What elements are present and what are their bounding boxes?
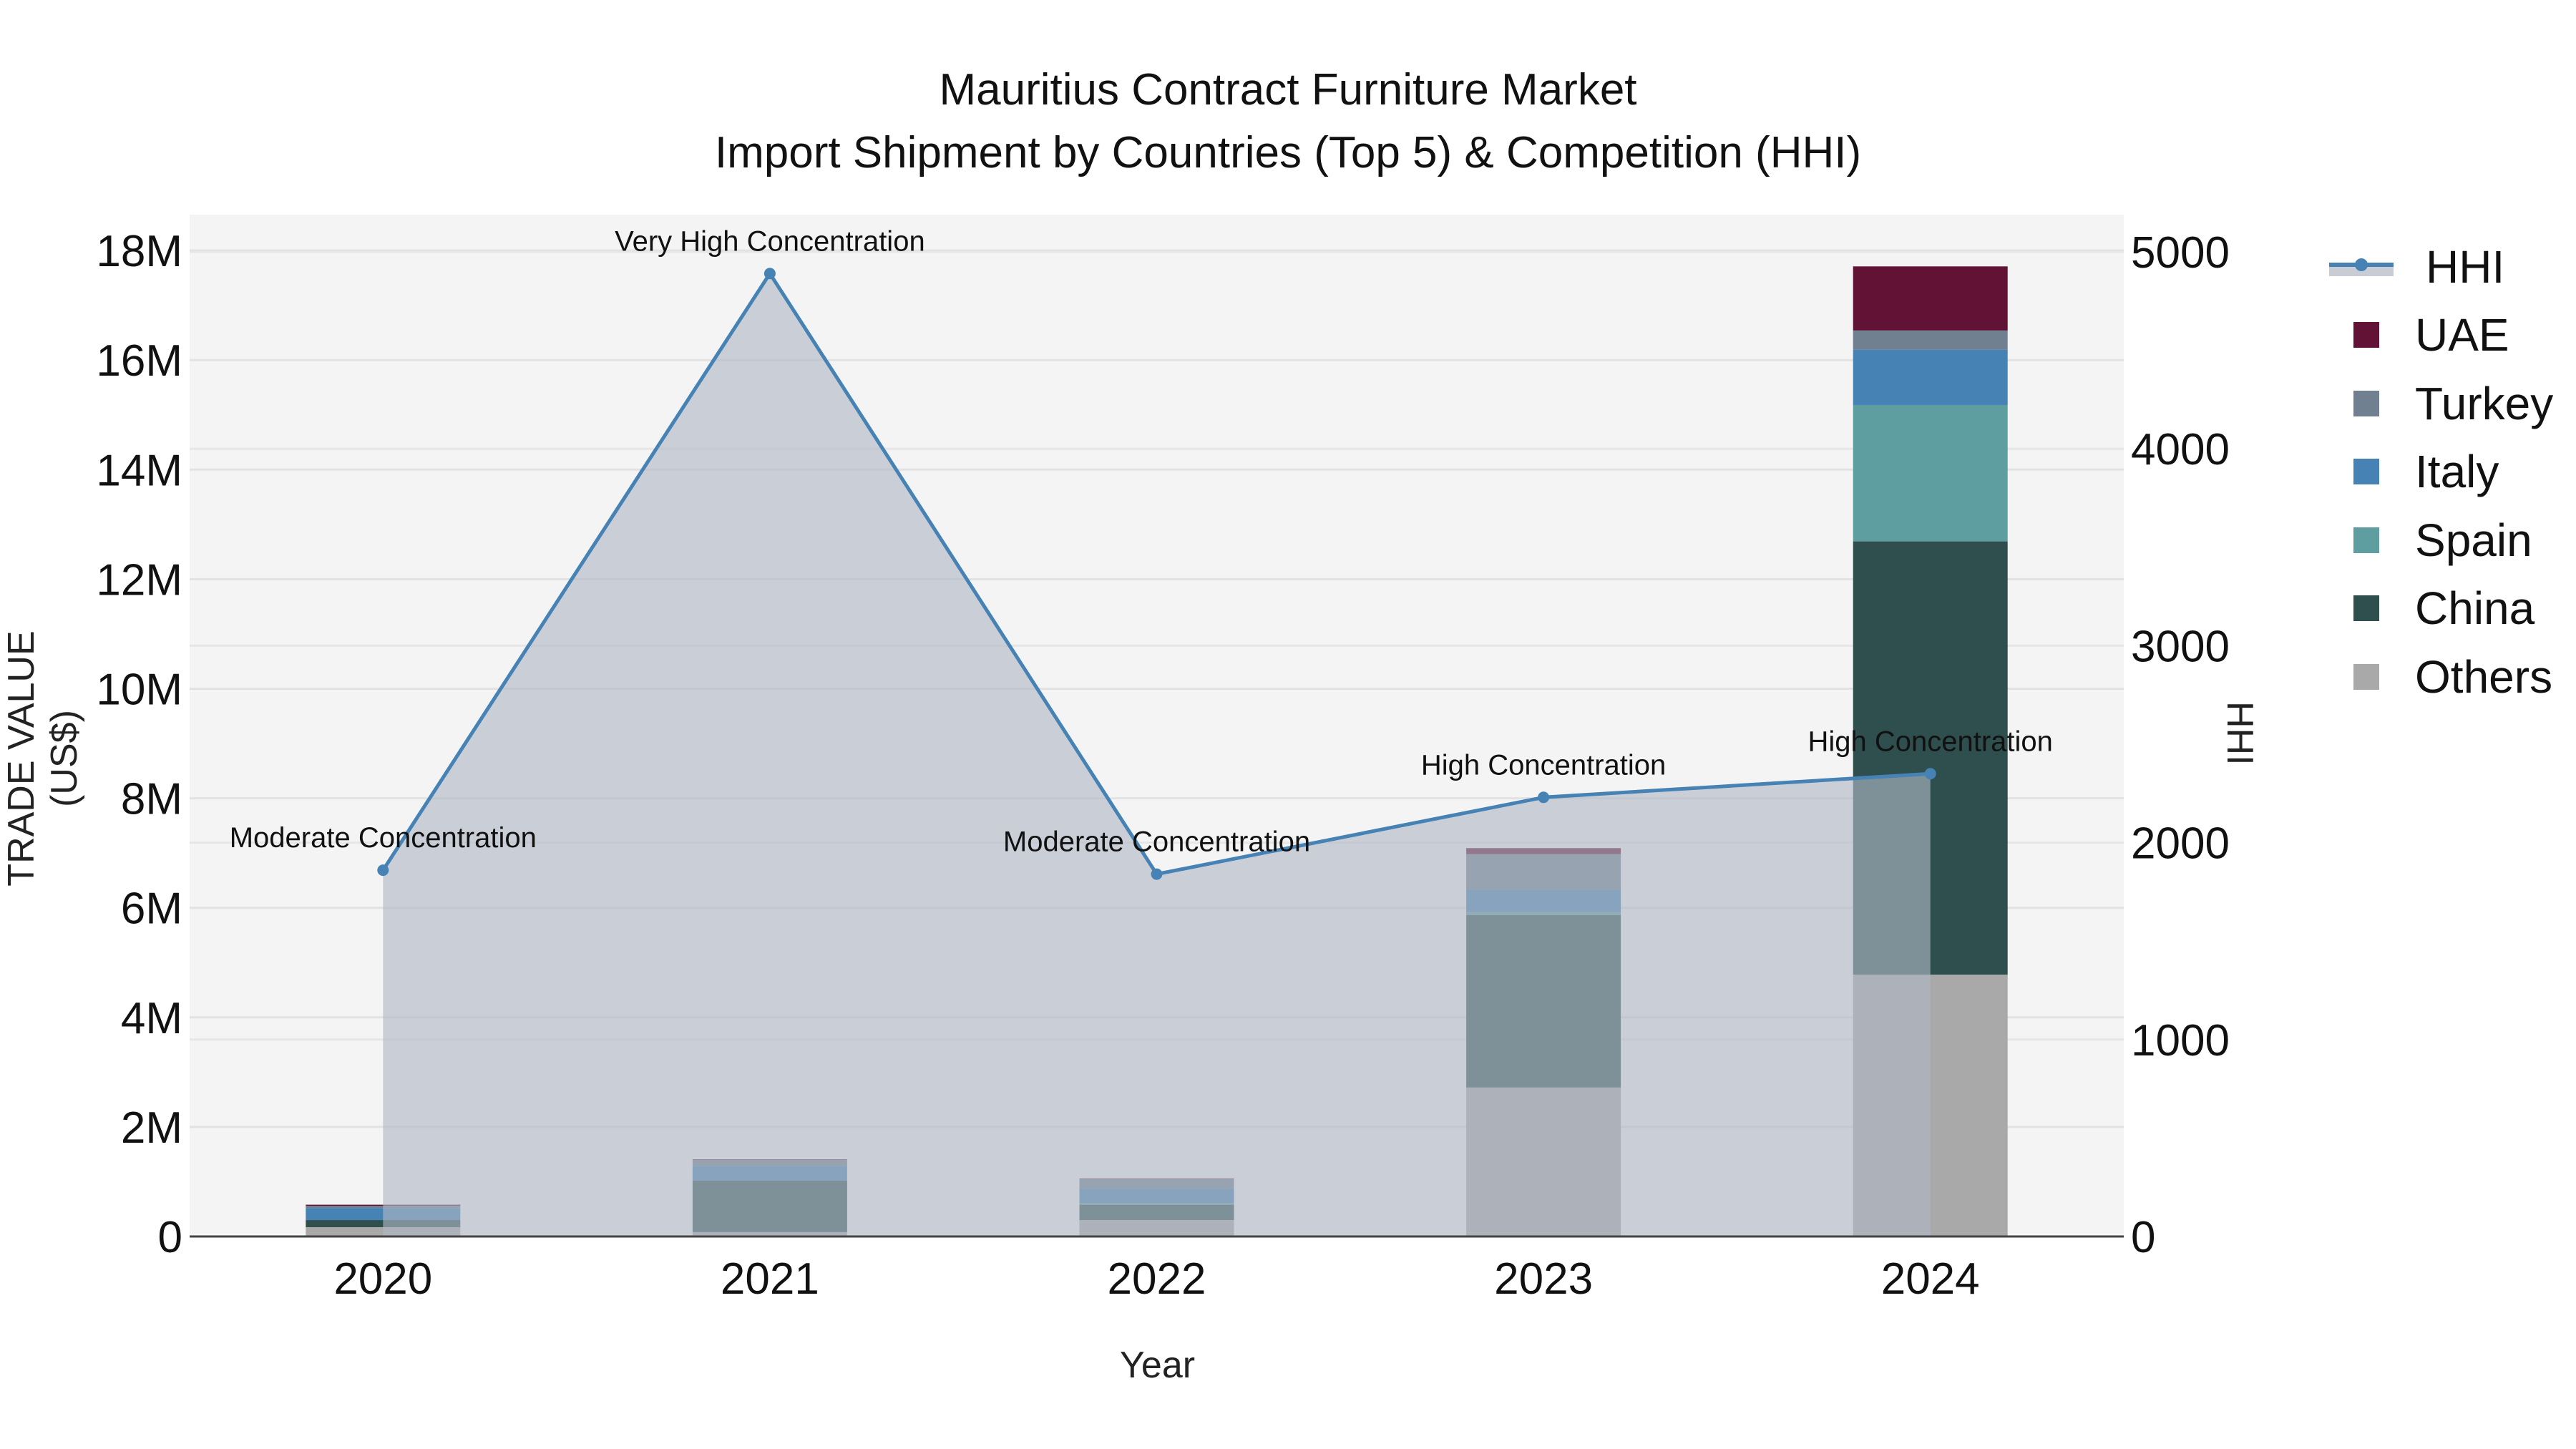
chart-title-line1: Mauritius Contract Furniture Market xyxy=(939,65,1637,114)
y-right-axis-title: HHI xyxy=(2219,701,2260,766)
legend-label: Spain xyxy=(2415,514,2532,566)
y-left-tick-label: 2M xyxy=(121,1103,182,1153)
x-tick-label: 2023 xyxy=(1494,1254,1593,1304)
y-right-tick-label: 3000 xyxy=(2131,622,2230,671)
x-tick-label: 2024 xyxy=(1881,1254,1980,1304)
hhi-line-marker-icon xyxy=(2329,258,2394,276)
bar-segment-uae[interactable] xyxy=(1853,266,2008,331)
legend-label: China xyxy=(2415,582,2535,635)
legend-item-spain[interactable]: Spain xyxy=(2329,506,2553,575)
legend-item-hhi[interactable]: HHI xyxy=(2329,233,2553,301)
hhi-point[interactable] xyxy=(1151,868,1163,880)
hhi-annotation: Moderate Concentration xyxy=(230,822,537,854)
y-right-tick-label: 0 xyxy=(2131,1213,2155,1262)
bar-segment-turkey[interactable] xyxy=(1853,330,2008,350)
x-axis-title: Year xyxy=(1120,1345,1196,1386)
y-left-tick-label: 4M xyxy=(121,994,182,1043)
legend-label: Italy xyxy=(2415,446,2499,498)
hhi-annotation: Moderate Concentration xyxy=(1003,826,1310,858)
y-left-tick-label: 10M xyxy=(96,665,182,715)
hhi-annotation: Very High Concentration xyxy=(615,225,925,257)
y-right-tick-label: 5000 xyxy=(2131,228,2230,278)
bar-segment-spain[interactable] xyxy=(1853,404,2008,542)
y-left-tick-label: 18M xyxy=(96,227,182,276)
legend-item-china[interactable]: China xyxy=(2329,575,2553,643)
bar-segment-italy[interactable] xyxy=(1853,349,2008,405)
y-right-tick-label: 2000 xyxy=(2131,819,2230,869)
legend-label: HHI xyxy=(2426,240,2505,293)
legend-label: Turkey xyxy=(2415,377,2554,429)
legend-item-others[interactable]: Others xyxy=(2329,643,2553,711)
y-left-tick-label: 12M xyxy=(96,555,182,605)
legend-item-turkey[interactable]: Turkey xyxy=(2329,369,2553,438)
legend-item-uae[interactable]: UAE xyxy=(2329,301,2553,370)
legend-item-italy[interactable]: Italy xyxy=(2329,438,2553,507)
x-tick-label: 2021 xyxy=(721,1254,819,1304)
y-left-tick-label: 6M xyxy=(121,884,182,934)
y-left-tick-label: 8M xyxy=(121,775,182,824)
spain-swatch-icon xyxy=(2353,527,2379,553)
hhi-annotation: High Concentration xyxy=(1421,749,1666,781)
uae-swatch-icon xyxy=(2353,322,2379,348)
y-left-tick-label: 16M xyxy=(96,336,182,386)
hhi-area xyxy=(383,273,1931,1237)
italy-swatch-icon xyxy=(2353,459,2379,485)
legend-label: UAE xyxy=(2415,309,2509,361)
china-swatch-icon xyxy=(2353,595,2379,622)
turkey-swatch-icon xyxy=(2353,390,2379,416)
others-swatch-icon xyxy=(2353,663,2379,690)
y-right-tick-label: 4000 xyxy=(2131,425,2230,474)
hhi-annotation: High Concentration xyxy=(1807,726,2052,757)
x-tick-label: 2022 xyxy=(1108,1254,1206,1304)
y-left-tick-label: 0 xyxy=(158,1213,182,1262)
y-left-axis-title: TRADE VALUE (US$) xyxy=(1,630,85,887)
legend: HHI UAE Turkey Italy Spain China Others xyxy=(2329,233,2553,711)
x-tick-label: 2020 xyxy=(333,1254,432,1304)
y-left-tick-label: 14M xyxy=(96,446,182,495)
hhi-point[interactable] xyxy=(1538,791,1550,804)
hhi-point[interactable] xyxy=(1924,768,1936,780)
legend-label: Others xyxy=(2415,650,2553,703)
hhi-point[interactable] xyxy=(763,268,776,280)
y-right-tick-label: 1000 xyxy=(2131,1016,2230,1065)
hhi-point[interactable] xyxy=(377,864,389,877)
chart-title-line2: Import Shipment by Countries (Top 5) & C… xyxy=(714,128,1862,177)
